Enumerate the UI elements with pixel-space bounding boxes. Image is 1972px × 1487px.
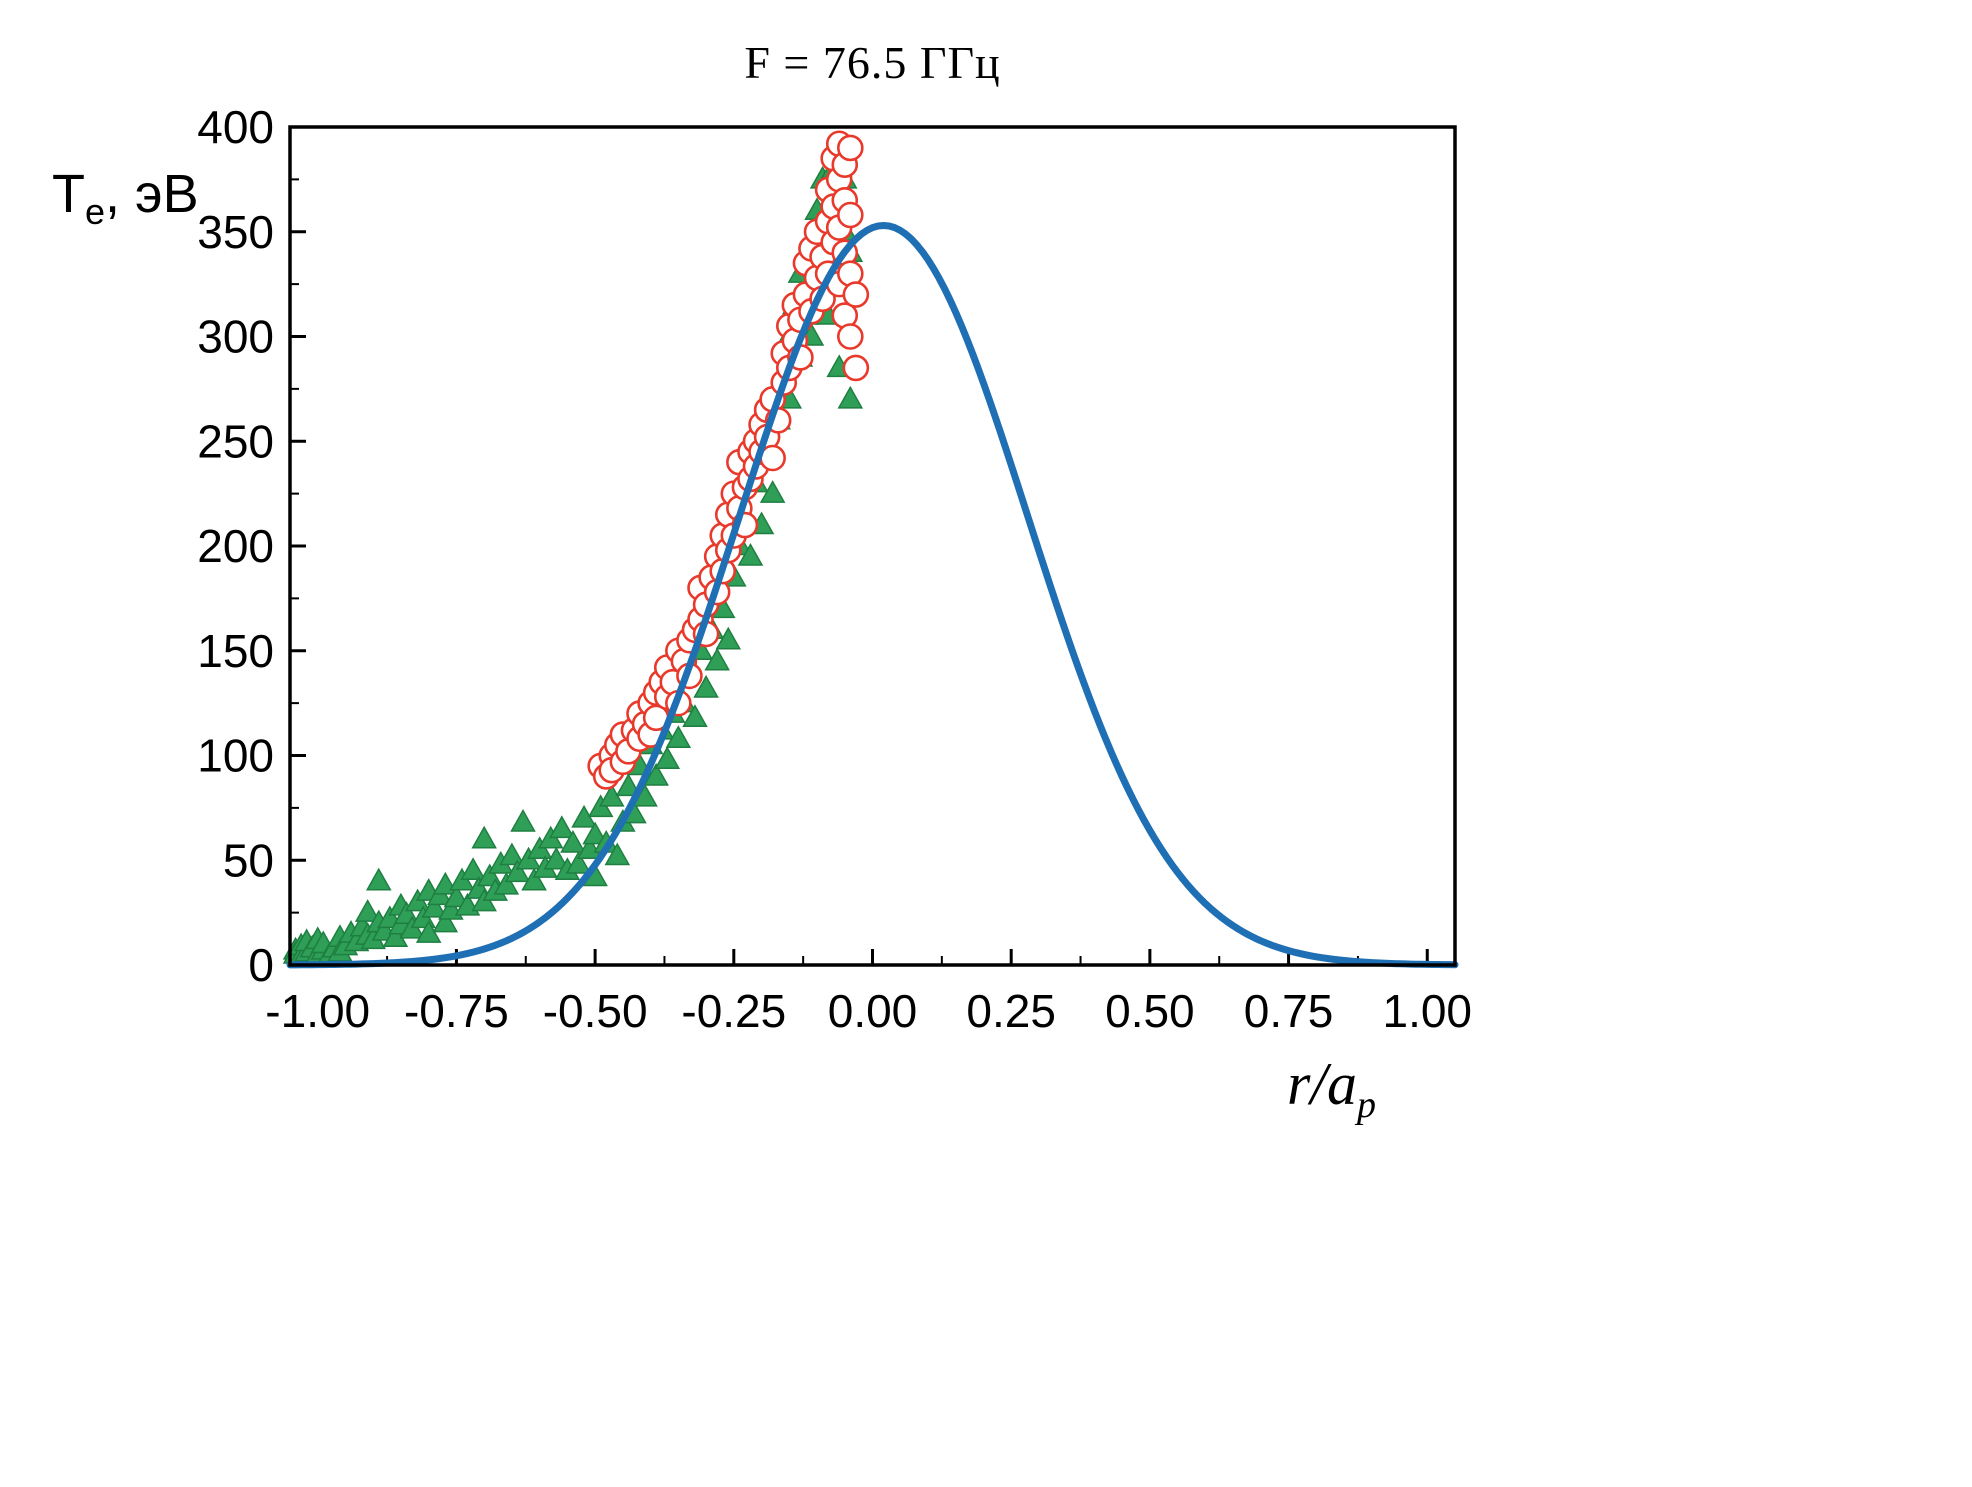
x-tick-labels: -1.00 -0.75 -0.50 -0.25 0.00 0.25 0.50 0.75 1.00 (265, 985, 1472, 1037)
y-tick-label: 300 (197, 311, 274, 363)
y-tick-labels: 0 50 100 150 200 250 300 350 400 (197, 101, 274, 991)
series-red-open-circles (587, 130, 870, 790)
x-tick-label: -1.00 (265, 985, 370, 1037)
y-tick-label: 200 (197, 520, 274, 572)
y-tick-label: 400 (197, 101, 274, 153)
x-tick-label: 0.75 (1244, 985, 1334, 1037)
x-tick-label: -0.75 (404, 985, 509, 1037)
major-ticks (290, 125, 1429, 967)
y-tick-label: 50 (223, 834, 274, 886)
y-tick-label: 250 (197, 415, 274, 467)
x-axis-title: r/ap (1287, 1050, 1376, 1124)
y-axis-title-units: , эВ (105, 164, 199, 224)
y-axis-title-main: T (52, 164, 85, 224)
plot-frame (288, 125, 1457, 967)
x-tick-label: 0.25 (966, 985, 1056, 1037)
chart-title: F = 76.5 ГГц (744, 37, 1001, 88)
x-axis-title-sub: p (1357, 1084, 1377, 1126)
y-axis-title-sub: e (85, 190, 106, 232)
y-tick-label: 100 (197, 730, 274, 782)
y-tick-label: 150 (197, 625, 274, 677)
y-tick-label: 0 (248, 939, 274, 991)
y-tick-label: 350 (197, 206, 274, 258)
series-blue-fit-curve (286, 221, 1459, 969)
x-tick-label: 0.00 (828, 985, 918, 1037)
x-tick-label: -0.25 (681, 985, 786, 1037)
x-tick-label: 0.50 (1105, 985, 1195, 1037)
x-tick-label: 1.00 (1382, 985, 1472, 1037)
series-green-triangles (282, 155, 864, 966)
x-tick-label: -0.50 (543, 985, 648, 1037)
x-axis-title-main: r/a (1287, 1051, 1358, 1117)
y-axis-title: Te, эВ (52, 163, 199, 229)
